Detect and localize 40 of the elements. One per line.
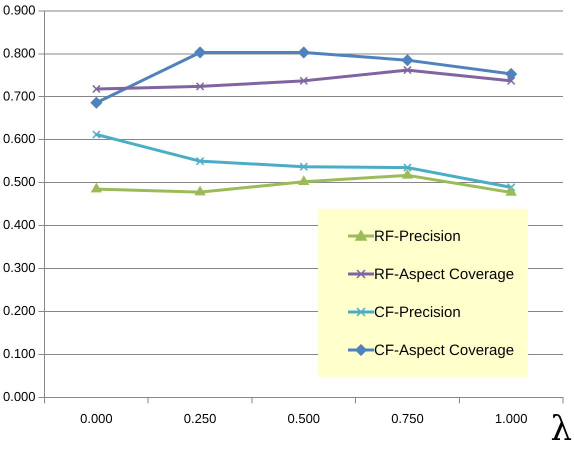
point — [402, 54, 414, 66]
y-tick-label: 0.600 — [2, 131, 36, 146]
y-tick-label: 0.300 — [2, 260, 36, 276]
x-axis-title: λ — [550, 409, 572, 449]
point — [403, 66, 412, 74]
point — [403, 163, 412, 172]
y-tick-label: 0.800 — [2, 45, 36, 60]
legend-label: CF-Aspect Coverage — [374, 342, 514, 359]
point — [298, 46, 310, 58]
x-tick-label: 0.500 — [287, 410, 320, 426]
x-tick-label: 0.750 — [391, 410, 424, 426]
x-tick-label: 0.000 — [80, 410, 113, 426]
x-tick-label: 1.000 — [494, 410, 528, 426]
y-tick-label: 0.700 — [2, 88, 36, 104]
point — [90, 96, 102, 108]
point — [505, 68, 517, 80]
y-tick-label: 0.200 — [2, 303, 36, 318]
point — [91, 183, 102, 192]
point — [506, 76, 516, 86]
point — [402, 170, 413, 179]
point — [196, 82, 204, 91]
y-tick-label: 0.000 — [2, 388, 36, 404]
point — [299, 76, 308, 86]
point — [92, 130, 101, 139]
point — [298, 176, 309, 186]
point — [194, 46, 206, 58]
point — [194, 186, 206, 196]
point — [299, 162, 308, 172]
x-tick-label: 0.250 — [184, 410, 216, 426]
point — [506, 186, 516, 196]
point — [92, 84, 101, 94]
legend-label: RF-Aspect Coverage — [374, 266, 514, 283]
y-tick-label: 0.100 — [2, 346, 36, 362]
y-tick-label: 0.900 — [2, 2, 36, 18]
legend-label: RF-Precision — [374, 228, 461, 245]
legend-label: CF-Precision — [374, 304, 461, 321]
y-tick-label: 0.500 — [2, 174, 36, 190]
point — [506, 183, 516, 192]
point — [196, 156, 204, 166]
y-tick-label: 0.400 — [2, 217, 36, 232]
